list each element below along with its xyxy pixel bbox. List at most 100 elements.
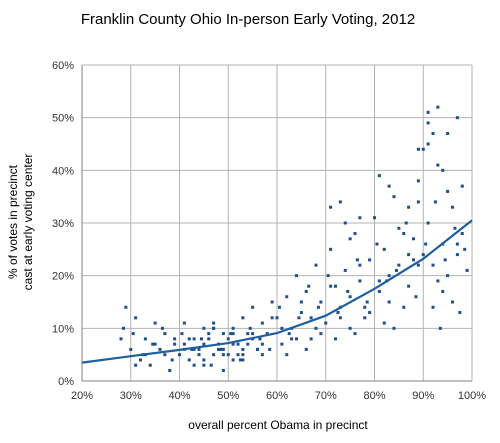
y-axis-title-line-2: cast at early voting center xyxy=(21,154,35,291)
scatter-point xyxy=(353,332,357,336)
scatter-point xyxy=(407,253,411,257)
scatter-point xyxy=(307,284,311,288)
scatter-point xyxy=(397,226,401,230)
scatter-point xyxy=(202,342,206,346)
scatter-point xyxy=(180,332,184,336)
scatter-point xyxy=(256,347,259,351)
scatter-point xyxy=(226,353,230,357)
scatter-point xyxy=(336,311,340,315)
x-tick-label: 80% xyxy=(363,390,385,402)
scatter-point xyxy=(178,353,181,357)
scatter-point xyxy=(368,258,372,262)
scatter-point xyxy=(280,326,284,330)
scatter-point xyxy=(392,195,396,199)
scatter-point xyxy=(197,347,201,351)
scatter-point xyxy=(348,295,352,299)
scatter-point xyxy=(182,342,186,346)
x-tick-label: 70% xyxy=(315,390,337,402)
scatter-point xyxy=(387,274,391,278)
chart-title: Franklin County Ohio In-person Early Vot… xyxy=(81,11,415,28)
scatter-point xyxy=(173,342,177,346)
scatter-point xyxy=(277,305,281,309)
scatter-point xyxy=(199,337,203,341)
scatter-point xyxy=(221,332,225,336)
scatter-point xyxy=(407,284,411,288)
scatter-point xyxy=(451,300,454,304)
scatter-point xyxy=(363,316,367,320)
scatter-point xyxy=(170,358,174,362)
scatter-point xyxy=(324,321,328,325)
scatter-point xyxy=(202,358,206,362)
scatter-point xyxy=(209,363,213,367)
scatter-point xyxy=(241,358,245,362)
y-tick-label: 0% xyxy=(58,376,74,388)
scatter-point xyxy=(460,232,464,236)
gridlines xyxy=(81,64,473,382)
scatter-point xyxy=(436,279,440,283)
scatter-point xyxy=(412,237,415,241)
scatter-point xyxy=(316,305,320,309)
scatter-point xyxy=(236,353,240,357)
scatter-point xyxy=(236,342,240,346)
scatter-point xyxy=(246,332,250,336)
y-tick-label: 30% xyxy=(52,218,74,230)
scatter-point xyxy=(131,332,135,336)
scatter-point xyxy=(143,337,147,341)
scatter-point xyxy=(212,353,216,357)
scatter-point xyxy=(446,189,450,193)
scatter-point xyxy=(299,300,303,304)
scatter-point xyxy=(455,116,459,120)
scatter-point xyxy=(241,347,245,351)
scatter-point xyxy=(160,326,164,330)
scatter-point xyxy=(460,184,464,188)
scatter-point xyxy=(285,295,289,299)
scatter-point xyxy=(295,337,298,341)
y-tick-label: 40% xyxy=(52,165,74,177)
scatter-point xyxy=(197,353,201,357)
scatter-point xyxy=(426,221,430,225)
scatter-point xyxy=(329,247,333,251)
scatter-point xyxy=(221,353,225,357)
scatter-point xyxy=(412,258,415,262)
scatter-point xyxy=(375,242,379,246)
scatter-point xyxy=(355,258,359,262)
scatter-point xyxy=(416,147,420,151)
scatter-point xyxy=(295,274,298,278)
scatter-point xyxy=(319,300,323,304)
scatter-point xyxy=(451,205,454,209)
scatter-point xyxy=(192,347,196,351)
scatter-point xyxy=(346,289,350,293)
scatter-point xyxy=(173,337,177,341)
scatter-point xyxy=(314,263,318,267)
scatter-point xyxy=(238,358,242,362)
scatter-point xyxy=(343,268,347,272)
scatter-point xyxy=(436,163,440,167)
scatter-point xyxy=(187,358,191,362)
scatter-point xyxy=(265,332,269,336)
scatter-point xyxy=(334,337,337,341)
scatter-point xyxy=(287,332,291,336)
scatter-point xyxy=(270,300,274,304)
x-tick-label: 100% xyxy=(458,390,486,402)
scatter-point xyxy=(153,342,157,346)
x-tick-label: 40% xyxy=(168,390,190,402)
scatter-point xyxy=(443,258,447,262)
scatter-point xyxy=(202,326,206,330)
scatter-point xyxy=(309,337,313,341)
scatter-point xyxy=(314,326,318,330)
scatter-point xyxy=(368,311,372,315)
scatter-point xyxy=(207,332,211,336)
scatter-point xyxy=(168,368,172,372)
scatter-point xyxy=(465,268,469,272)
scatter-point xyxy=(441,289,445,293)
x-tick-label: 20% xyxy=(71,390,93,402)
scatter-point xyxy=(426,121,430,125)
scatter-point xyxy=(190,347,194,351)
y-tick-label: 20% xyxy=(52,271,74,283)
scatter-point xyxy=(338,200,342,204)
scatter-point xyxy=(416,263,420,267)
scatter-point xyxy=(270,316,274,320)
y-tick-labels: 0% 10% 20% 30% 40% 50% 60% xyxy=(52,60,74,388)
scatter-point xyxy=(219,347,223,351)
